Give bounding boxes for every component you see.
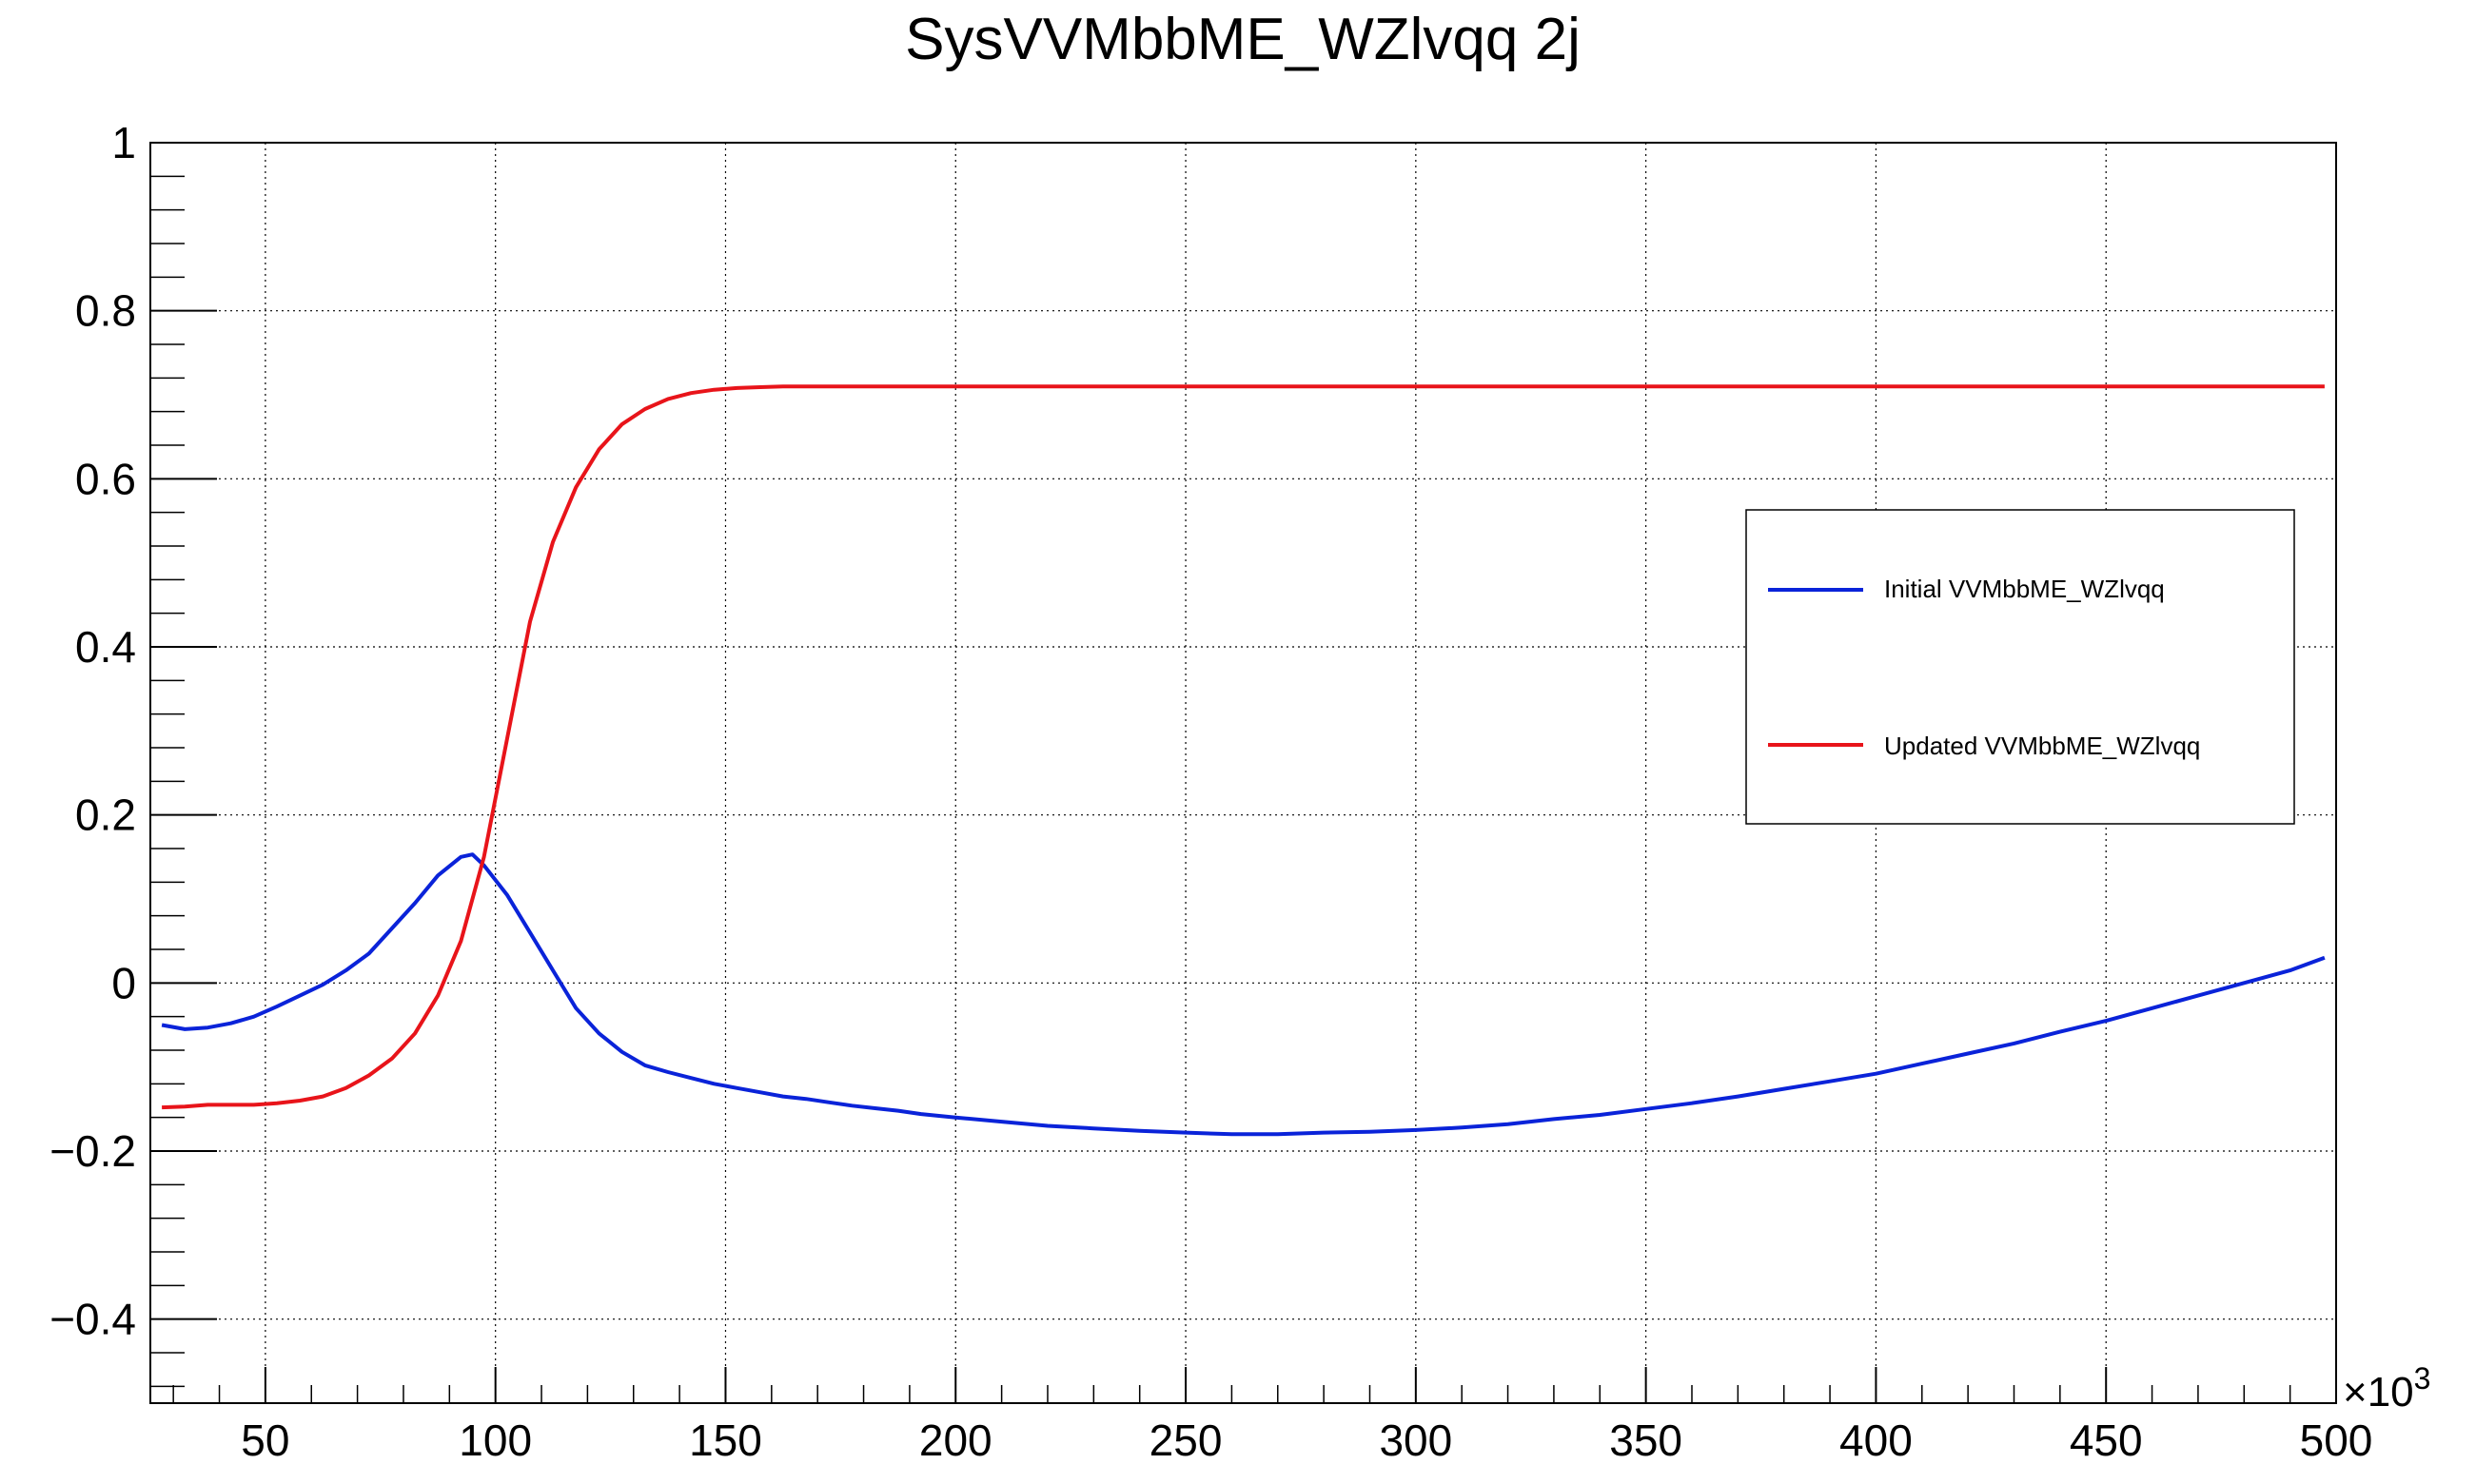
y-tick-label: 0.2 (75, 791, 136, 840)
x-tick-label: 450 (2070, 1416, 2143, 1465)
series-line-1 (162, 384, 2325, 1110)
x-tick-label: 300 (1379, 1416, 1452, 1465)
legend-label-initial: Initial VVMbbME_WZlvqq (1884, 575, 2165, 603)
y-tick-label: 0.6 (75, 454, 136, 503)
x-tick-label: 350 (1609, 1416, 1682, 1465)
x-multiplier-base: ×10 (2343, 1369, 2414, 1416)
y-tick-label: −0.4 (49, 1295, 136, 1344)
x-tick-label: 200 (919, 1416, 992, 1465)
y-tick-label: 0.4 (75, 622, 136, 672)
x-multiplier-label: ×103 (2343, 1361, 2430, 1416)
x-tick-label: 50 (241, 1416, 289, 1465)
axis-ticks (150, 142, 2337, 1403)
x-tick-label: 400 (1839, 1416, 1913, 1465)
x-tick-label: 100 (459, 1416, 532, 1465)
legend-box (1745, 509, 2295, 825)
series-line-0 (161, 852, 2326, 1137)
y-tick-label: 0.8 (75, 286, 136, 336)
plot-frame (149, 142, 2337, 1404)
y-tick-label: −0.2 (49, 1126, 136, 1176)
x-tick-label: 500 (2300, 1416, 2373, 1465)
y-tick-label: 0 (111, 958, 136, 1007)
legend: Initial VVMbbME_WZlvqq Updated VVMbbME_W… (1745, 509, 2295, 825)
x-tick-label: 250 (1150, 1416, 1223, 1465)
y-axis: −0.4 −0.2 0 0.2 0.4 0.6 0.8 1 (49, 118, 136, 1344)
series-group (161, 384, 2326, 1137)
x-multiplier-exponent: 3 (2414, 1361, 2431, 1396)
x-tick-label: 150 (689, 1416, 762, 1465)
x-axis: 50 100 150 200 250 300 350 400 450 500 (241, 1416, 2372, 1465)
legend-label-updated: Updated VVMbbME_WZlvqq (1884, 732, 2200, 760)
y-tick-label: 1 (111, 118, 136, 167)
chart-title: SysVVMbbME_WZlvqq 2j (905, 7, 1581, 72)
